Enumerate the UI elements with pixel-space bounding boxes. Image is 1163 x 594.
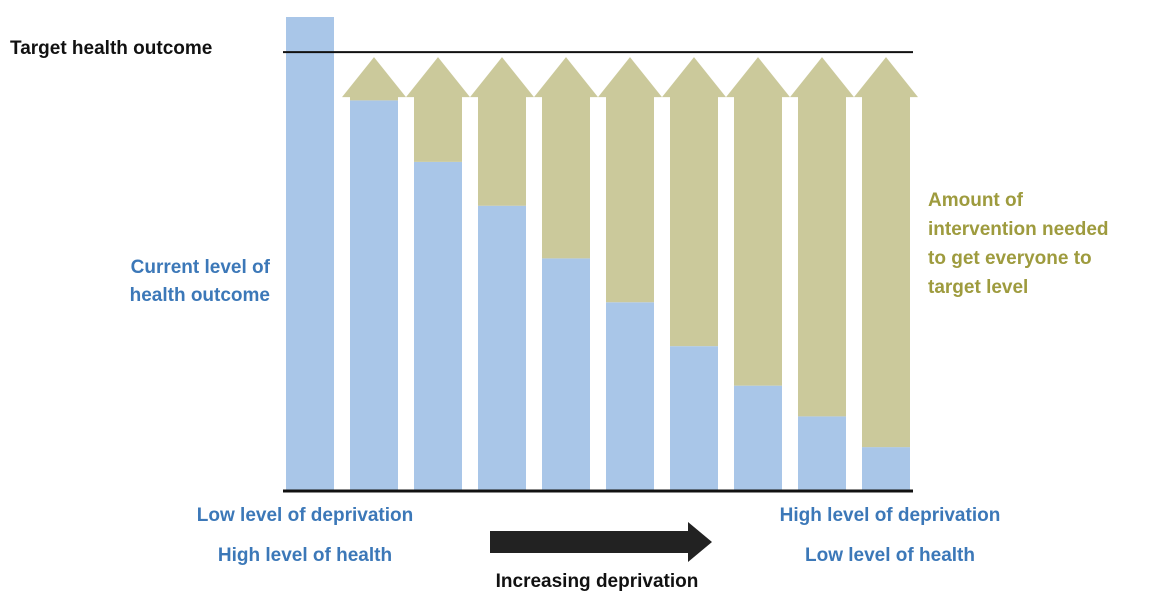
gap-label: to get everyone to bbox=[928, 248, 1092, 269]
bar bbox=[350, 100, 398, 491]
bar bbox=[734, 385, 782, 491]
left-label: Low level of deprivation bbox=[197, 505, 413, 526]
gap-arrow bbox=[406, 57, 470, 162]
gap-arrow bbox=[534, 57, 598, 259]
gap-arrow bbox=[470, 57, 534, 206]
right-label: Low level of health bbox=[805, 545, 975, 566]
gap-label: Amount of bbox=[928, 190, 1024, 211]
bar bbox=[862, 447, 910, 491]
gap-arrow bbox=[662, 57, 726, 347]
bar bbox=[286, 17, 334, 491]
bar bbox=[798, 416, 846, 491]
bar-label: Current level of bbox=[131, 257, 271, 278]
left-label: High level of health bbox=[218, 545, 392, 566]
bar bbox=[606, 302, 654, 491]
gap-arrow bbox=[790, 57, 854, 417]
gap-label: intervention needed bbox=[928, 219, 1109, 240]
bar bbox=[542, 258, 590, 491]
gap-arrow bbox=[598, 57, 662, 303]
right-label: High level of deprivation bbox=[780, 505, 1001, 526]
direction-arrow bbox=[490, 522, 712, 562]
bar bbox=[414, 161, 462, 492]
gap-arrow bbox=[854, 57, 918, 448]
gap-label: target level bbox=[928, 277, 1028, 298]
gap-arrow bbox=[726, 57, 790, 386]
target-label: Target health outcome bbox=[10, 38, 212, 59]
bar bbox=[478, 205, 526, 491]
bar bbox=[670, 346, 718, 491]
gap-arrow bbox=[342, 57, 406, 101]
bar-label: health outcome bbox=[130, 285, 270, 306]
x-label: Increasing deprivation bbox=[496, 571, 699, 592]
